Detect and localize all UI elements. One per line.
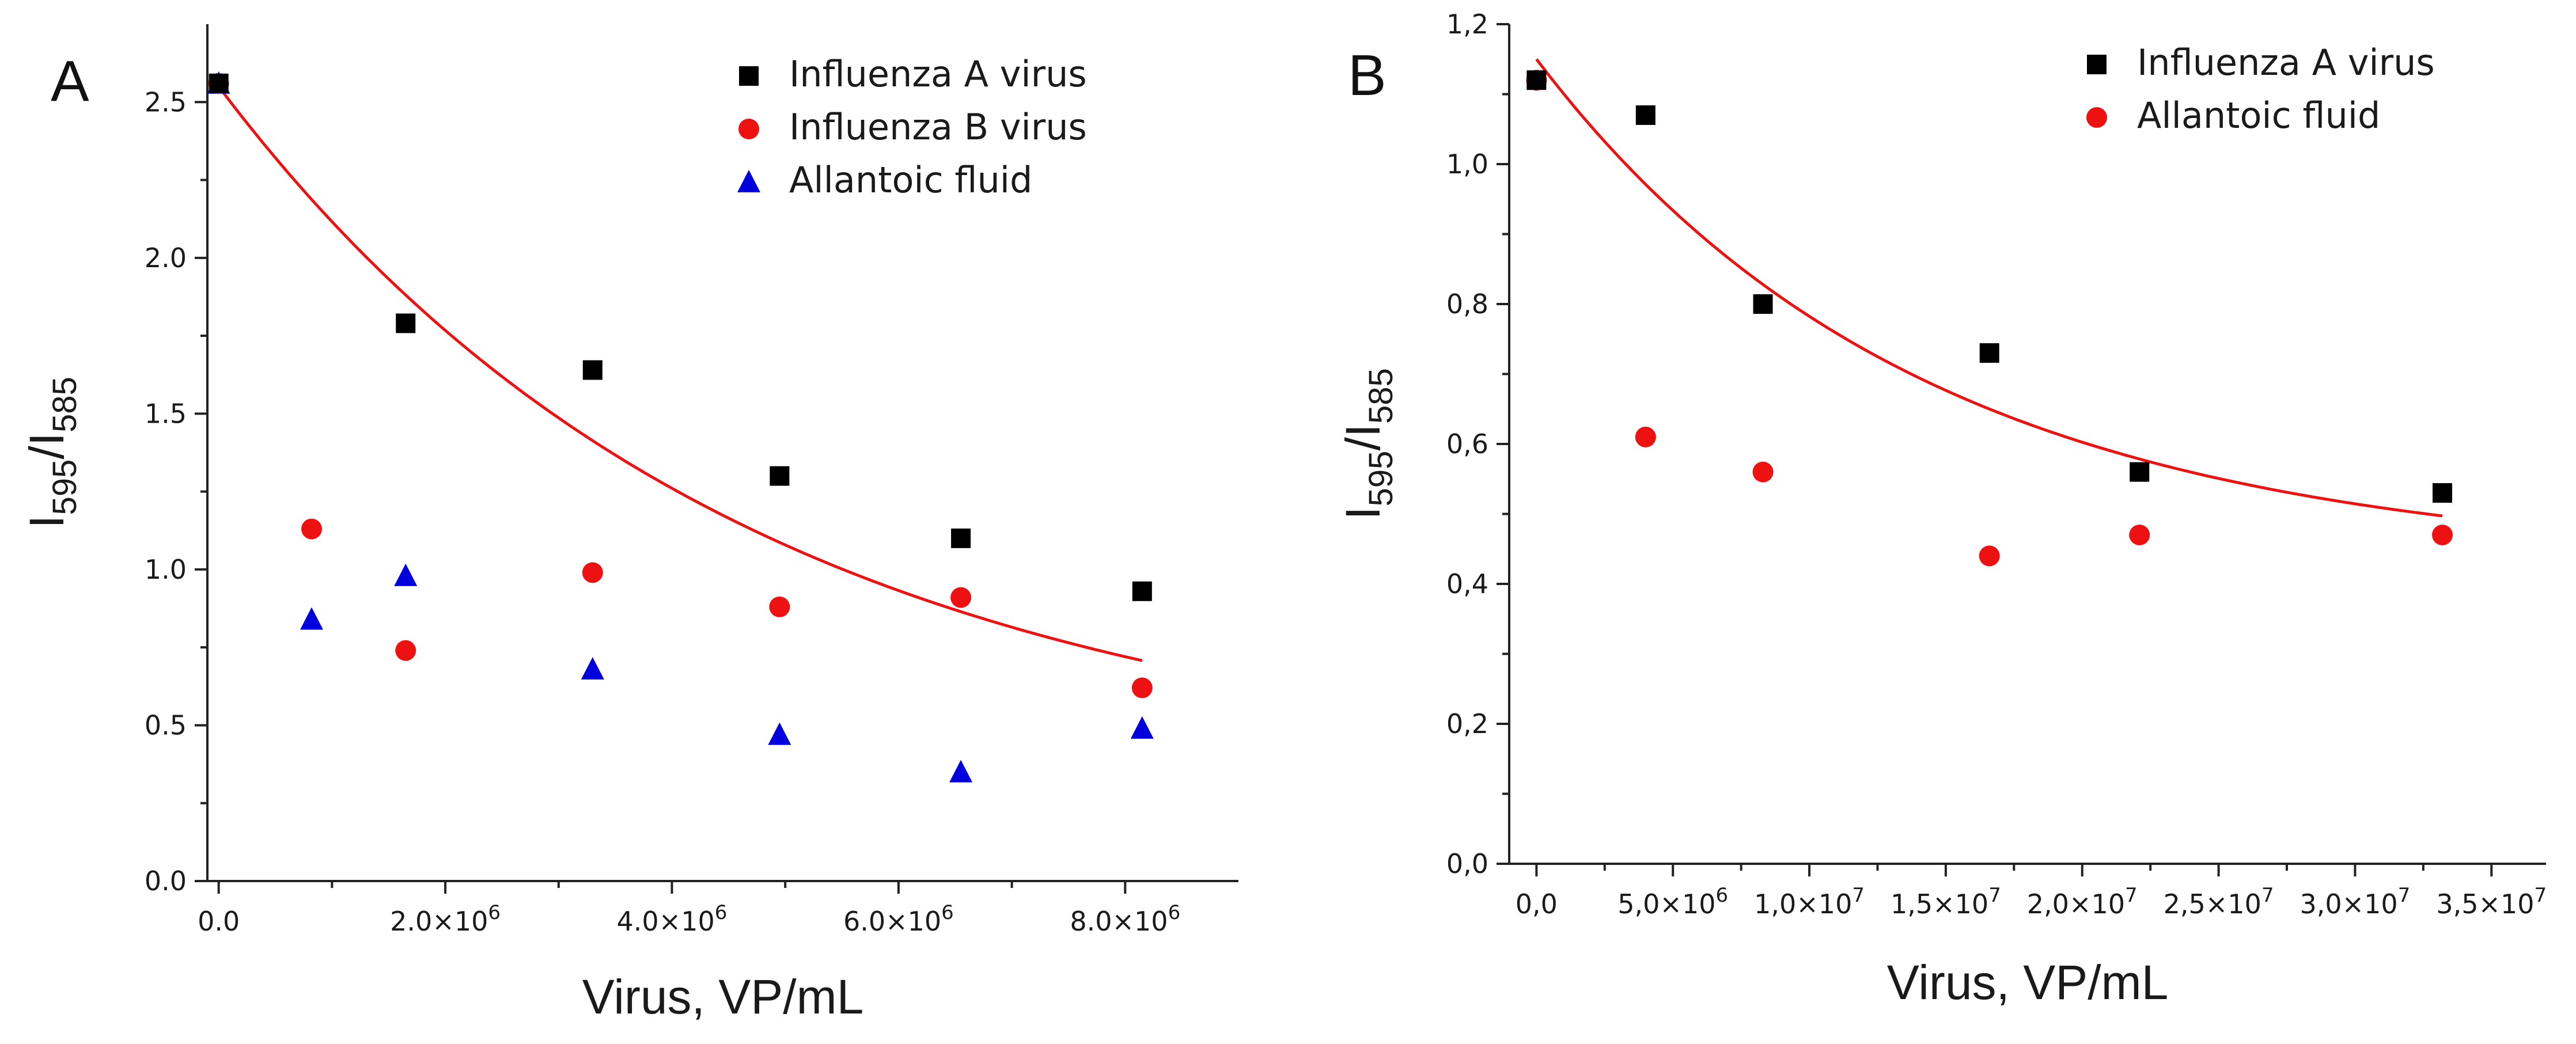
panel-a-plot-area: 0.0 0.5 1.0 1.5 2.0 2.5 0.0 2.0×106 4.0×106 6.0×1…	[20, 24, 1238, 1024]
panel-b-point-circle	[2432, 524, 2453, 545]
panel-b-point-circle	[1979, 545, 2000, 567]
panel-b-legend-marker	[2087, 55, 2107, 74]
panel-b-label: B	[1348, 43, 1387, 108]
panel-a-point-triangle	[394, 563, 418, 586]
panel-a-point-circle	[950, 587, 972, 608]
panel-a-point-triangle	[581, 657, 604, 680]
panel-b-y-tick-label: 0,0	[1446, 848, 1488, 879]
panel-a-fit-curve	[217, 85, 1143, 662]
panel-a-point-triangle	[1130, 716, 1154, 739]
panel-a-y-tick-label: 0.0	[145, 865, 187, 897]
panel-b-point-circle	[2129, 524, 2150, 545]
panel-a-y-tick-label: 2.0	[145, 242, 187, 274]
panel-a-point-circle	[582, 562, 603, 583]
panel-a-point-square	[1132, 581, 1152, 601]
panel-b-legend-label: Allantoic fluid	[2137, 94, 2380, 136]
panel-a-point-square	[770, 466, 790, 486]
panel-b-plot-area: 0,0 0,2 0,4 0,6 0,8 1,0 1,2 0,0 5,0×106 1,0×107 1,…	[1336, 9, 2547, 1009]
panel-b-x-tick-label: 1,0×107	[1754, 884, 1865, 920]
panel-b-x-tick-label: 3,5×107	[2436, 884, 2547, 920]
panel-a-point-circle	[769, 596, 790, 617]
panel-b-x-tick-label: 0,0	[1516, 889, 1558, 920]
panel-b-chart: B 0,0 0,2 0,4 0,6 0,8 1,0 1,2 0,0 5,0×106 1,0×107…	[1336, 9, 2547, 1009]
panel-a-legend-marker	[737, 170, 760, 192]
panel-a-x-tick-label: 0.0	[198, 906, 240, 937]
panel-a-y-axis-title: I595/I585	[20, 377, 84, 529]
panel-b-point-circle	[1752, 461, 1774, 483]
panel-a-y-tick-label: 0.5	[145, 709, 187, 741]
panel-a-legend-label: Influenza B virus	[789, 106, 1087, 148]
panel-a-point-circle	[1131, 677, 1153, 698]
panel-a-point-square	[396, 313, 416, 333]
panel-b-point-square	[2130, 462, 2150, 482]
panel-a-point-square	[582, 360, 603, 380]
panel-b-x-tick-label: 2,0×107	[2027, 884, 2138, 920]
panel-a-label: A	[51, 49, 89, 113]
panel-a-x-tick-label: 8.0×106	[1070, 901, 1180, 937]
panel-b-x-tick-label: 2,5×107	[2164, 884, 2274, 920]
panel-b-legend-marker	[2086, 107, 2107, 128]
panel-a-point-square	[951, 528, 971, 548]
panel-b-y-tick-label: 0,8	[1446, 288, 1488, 320]
panel-b-y-tick-label: 1,2	[1446, 9, 1488, 40]
panel-b-x-tick-label: 3,0×107	[2300, 884, 2410, 920]
panel-a-point-circle	[395, 640, 416, 661]
panel-a-x-tick-label: 4.0×106	[617, 901, 728, 937]
panel-a-y-tick-label: 1.0	[145, 554, 187, 585]
panel-a-point-square	[209, 73, 229, 93]
panel-b-y-tick-label: 0,4	[1446, 568, 1488, 599]
panel-a-y-tick-label: 1.5	[145, 398, 187, 429]
panel-a-x-axis-title: Virus, VP/mL	[582, 970, 864, 1024]
panel-a-point-triangle	[300, 607, 323, 630]
panel-b-x-tick-label: 1,5×107	[1891, 884, 2001, 920]
panel-a-x-tick-label: 2.0×106	[390, 901, 501, 937]
panel-a-x-tick-label: 6.0×106	[843, 901, 954, 937]
panel-a-legend-label: Allantoic fluid	[789, 159, 1032, 201]
panel-a-point-triangle	[768, 722, 791, 745]
panel-a-legend-marker	[739, 66, 759, 86]
panel-a-legend-label: Influenza A virus	[789, 53, 1087, 95]
panel-a-y-tick-label: 2.5	[145, 86, 187, 117]
panel-b-y-tick-label: 0,6	[1446, 428, 1488, 460]
panel-b-y-tick-label: 0,2	[1446, 708, 1488, 739]
panel-b-legend-label: Influenza A virus	[2137, 41, 2435, 83]
panel-a-chart: A 0.0 0.5 1.0 1.5 2.0 2.5 0.0 2.0×106 4.0×106 6.0…	[20, 24, 1238, 1024]
panel-b-x-tick-label: 5,0×106	[1617, 884, 1728, 920]
panel-a-legend-marker	[738, 119, 759, 139]
panel-a-point-circle	[301, 518, 322, 540]
panel-b-point-circle	[1635, 426, 1656, 447]
panel-b-point-square	[2433, 483, 2452, 503]
panel-b-x-axis-title: Virus, VP/mL	[1887, 955, 2169, 1009]
panel-b-y-tick-label: 1,0	[1446, 149, 1488, 180]
panel-b-y-axis-title: I595/I585	[1336, 368, 1400, 520]
panel-b-point-square	[1979, 343, 1999, 363]
panel-b-point-square	[1635, 105, 1656, 125]
panel-b-point-square	[1526, 70, 1547, 90]
panel-b-fit-curve	[1535, 58, 2443, 518]
panel-b-point-square	[1753, 294, 1773, 314]
panel-a-point-triangle	[949, 760, 973, 783]
